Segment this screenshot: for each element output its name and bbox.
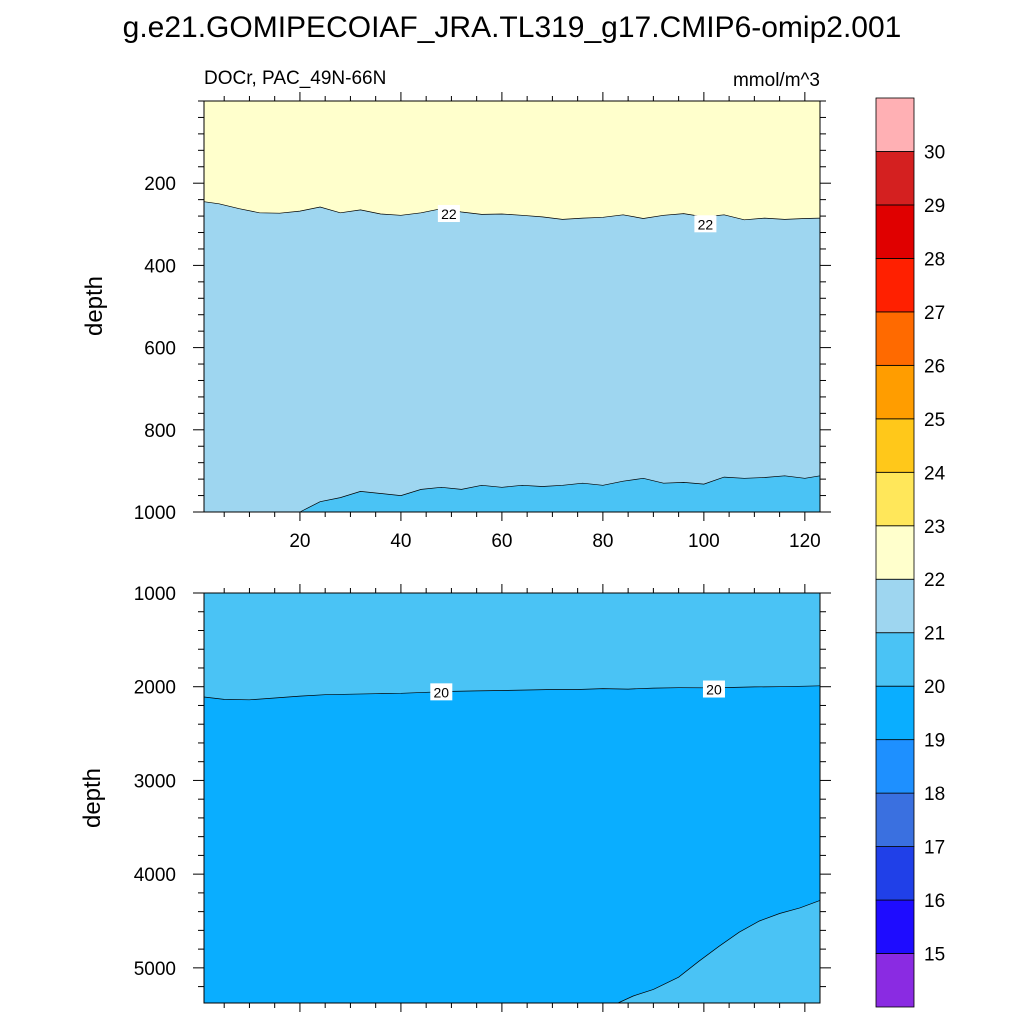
colorbar-swatch-6: [875, 632, 915, 687]
colorbar-label-23: 23: [924, 517, 945, 538]
upper-region-20-21-1: [299, 475, 820, 512]
colorbar-label-27: 27: [924, 303, 945, 324]
colorbar-swatch-1: [875, 899, 915, 954]
lower-region-20-21-0: [204, 593, 820, 700]
chart-subtitle: DOCr, PAC_49N-66N: [204, 68, 386, 89]
lower-y-tick-label-5000: 5000: [134, 959, 176, 980]
colorbar-swatch-9: [875, 471, 915, 527]
lower-contour-label-1: 20: [706, 682, 722, 698]
lower-contour-label-box-1: [702, 680, 725, 698]
lower-y-axis-label: depth: [79, 768, 106, 828]
lower-contour-label-group-1: 20: [702, 680, 725, 698]
upper-contour-label-group-1: 22: [694, 215, 717, 233]
chart-title: g.e21.GOMIPECOIAF_JRA.TL319_g17.CMIP6-om…: [123, 11, 902, 44]
colorbar-swatch-2: [875, 846, 915, 901]
colorbar-swatch-13: [875, 258, 915, 313]
upper-y-axis-label: depth: [81, 276, 108, 336]
colorbar-label-30: 30: [924, 142, 945, 163]
colorbar-swatch-10: [875, 418, 915, 473]
colorbar-label-16: 16: [924, 891, 945, 912]
upper-y-tick-label-400: 400: [144, 256, 176, 277]
upper-x-tick-label-80: 80: [592, 531, 613, 552]
upper-contour-21-line: [299, 475, 821, 513]
colorbar-swatch-8: [875, 525, 915, 580]
upper-contour-label-0: 22: [441, 206, 457, 222]
colorbar-swatch-15: [875, 151, 915, 206]
lower-y-tick-label-3000: 3000: [134, 771, 176, 792]
upper-y-tick-label-1000: 1000: [134, 503, 176, 524]
colorbar-swatch-3: [875, 792, 915, 847]
lower-frame: [203, 592, 821, 1004]
colorbar-label-22: 22: [924, 570, 945, 591]
colorbar-swatch-0: [875, 953, 915, 1008]
colorbar-swatch-16: [875, 97, 915, 152]
upper-contour-label-1: 22: [698, 216, 714, 232]
colorbar-label-19: 19: [924, 731, 945, 752]
colorbar-swatch-11: [875, 364, 915, 420]
units-label: mmol/m^3: [733, 70, 820, 91]
colorbar-label-15: 15: [924, 945, 945, 966]
lower-y-tick-label-1000: 1000: [134, 584, 176, 605]
lower-y-tick-label-4000: 4000: [134, 865, 176, 886]
upper-x-tick-label-100: 100: [688, 531, 720, 552]
colorbar-label-21: 21: [924, 624, 945, 645]
upper-region-22-23-0: [204, 101, 820, 220]
upper-contour-label-box-1: [694, 215, 717, 233]
upper-x-tick-label-120: 120: [789, 531, 821, 552]
colorbar-label-20: 20: [924, 677, 945, 698]
lower-region-20-21-1: [618, 900, 820, 1003]
upper-contour-label-box-0: [437, 205, 460, 223]
upper-contour-22-line: [203, 201, 821, 221]
colorbar-label-28: 28: [924, 249, 945, 270]
upper-frame: [203, 100, 821, 513]
colorbar-swatch-4: [875, 739, 915, 794]
lower-contour-label-box-0: [430, 683, 453, 701]
lower-contour-label-0: 20: [434, 684, 450, 700]
upper-panel: 22 22 20 40 60 80 100 120 200 400 600 800 1000: [134, 92, 831, 552]
colorbar-swatch-7: [875, 578, 915, 634]
colorbar: 15 16 17 18 19 20 21 22 23 24 25 26 27 28 29 30: [875, 97, 946, 1008]
upper-x-tick-label-60: 60: [491, 531, 512, 552]
colorbar-label-17: 17: [924, 838, 945, 859]
colorbar-swatch-12: [875, 311, 915, 366]
colorbar-swatch-14: [875, 204, 915, 259]
upper-contour-label-group-0: 22: [437, 205, 460, 223]
lower-contour-20-deep-line: [617, 900, 821, 1004]
colorbar-label-24: 24: [924, 463, 946, 484]
lower-panel: 20 20 1000 2000 3000 4000 5000: [134, 584, 831, 1012]
upper-x-tick-label-40: 40: [390, 531, 411, 552]
upper-y-tick-label-600: 600: [144, 339, 176, 360]
colorbar-label-26: 26: [924, 356, 945, 377]
lower-contour-label-group-0: 20: [430, 683, 453, 701]
colorbar-label-25: 25: [924, 410, 945, 431]
upper-y-tick-label-800: 800: [144, 421, 176, 442]
upper-y-tick-label-200: 200: [144, 174, 176, 195]
colorbar-label-18: 18: [924, 784, 945, 805]
upper-x-tick-label-20: 20: [289, 531, 310, 552]
colorbar-swatch-5: [875, 685, 915, 741]
lower-y-tick-label-2000: 2000: [134, 678, 176, 699]
colorbar-label-29: 29: [924, 196, 945, 217]
